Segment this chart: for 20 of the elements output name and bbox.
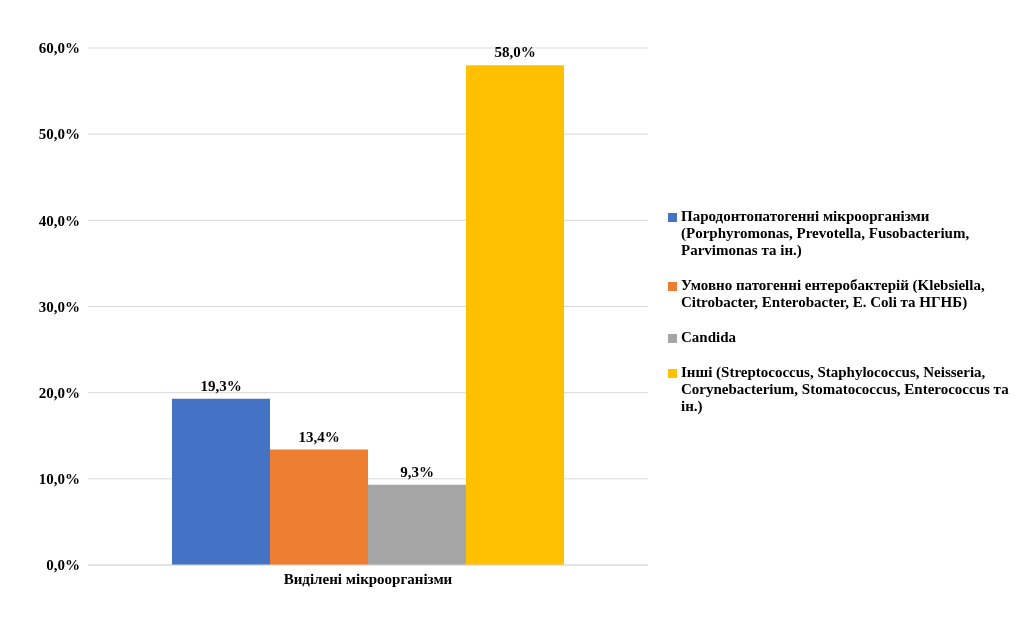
- y-tick-label: 40,0%: [38, 212, 80, 229]
- y-tick-label: 60,0%: [38, 40, 80, 57]
- data-label: 58,0%: [494, 44, 536, 61]
- y-tick-label: 0,0%: [46, 557, 80, 574]
- bar: [172, 398, 270, 565]
- y-tick-label: 50,0%: [38, 126, 80, 143]
- y-tick-label: 20,0%: [38, 384, 80, 401]
- legend-label: Пародонтопатогенні мікроорганізми (Porphyromonas, Prevotella, Fusobacterium, Parvimonas та ін.): [681, 208, 971, 259]
- legend-label: Умовно патогенні ентеробактерій (Klebsiella, Citrobacter, Enterobacter, E. Coli та НГНБ): [681, 277, 986, 311]
- y-tick-label: 10,0%: [38, 471, 80, 488]
- bar: [466, 65, 564, 565]
- data-label: 9,3%: [400, 463, 434, 480]
- y-tick-label: 30,0%: [38, 298, 80, 315]
- bar: [270, 449, 368, 565]
- legend-label: Інші (Streptococcus, Staphylococcus, Neisseria, Corynebacterium, Stomatococcus, Enterococcus та ін.): [681, 364, 1010, 415]
- legend-label: Candida: [681, 329, 737, 346]
- x-tick-label: Виділені мікроорганізми: [283, 570, 453, 587]
- data-label: 13,4%: [298, 428, 340, 445]
- bar: [368, 484, 466, 565]
- data-label: 19,3%: [200, 377, 242, 394]
